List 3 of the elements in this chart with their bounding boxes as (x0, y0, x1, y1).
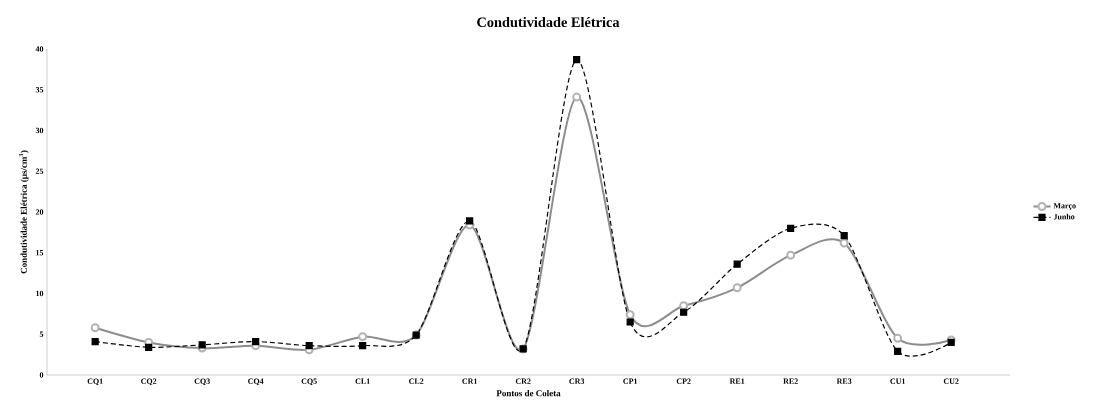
y-axis-title: Condutividade Elétrica (µs/cm$^{3}$) (18, 150, 29, 274)
chart-title: Condutividade Elétrica (477, 16, 620, 28)
x-axis-title: Pontos de Coleta (496, 389, 561, 397)
